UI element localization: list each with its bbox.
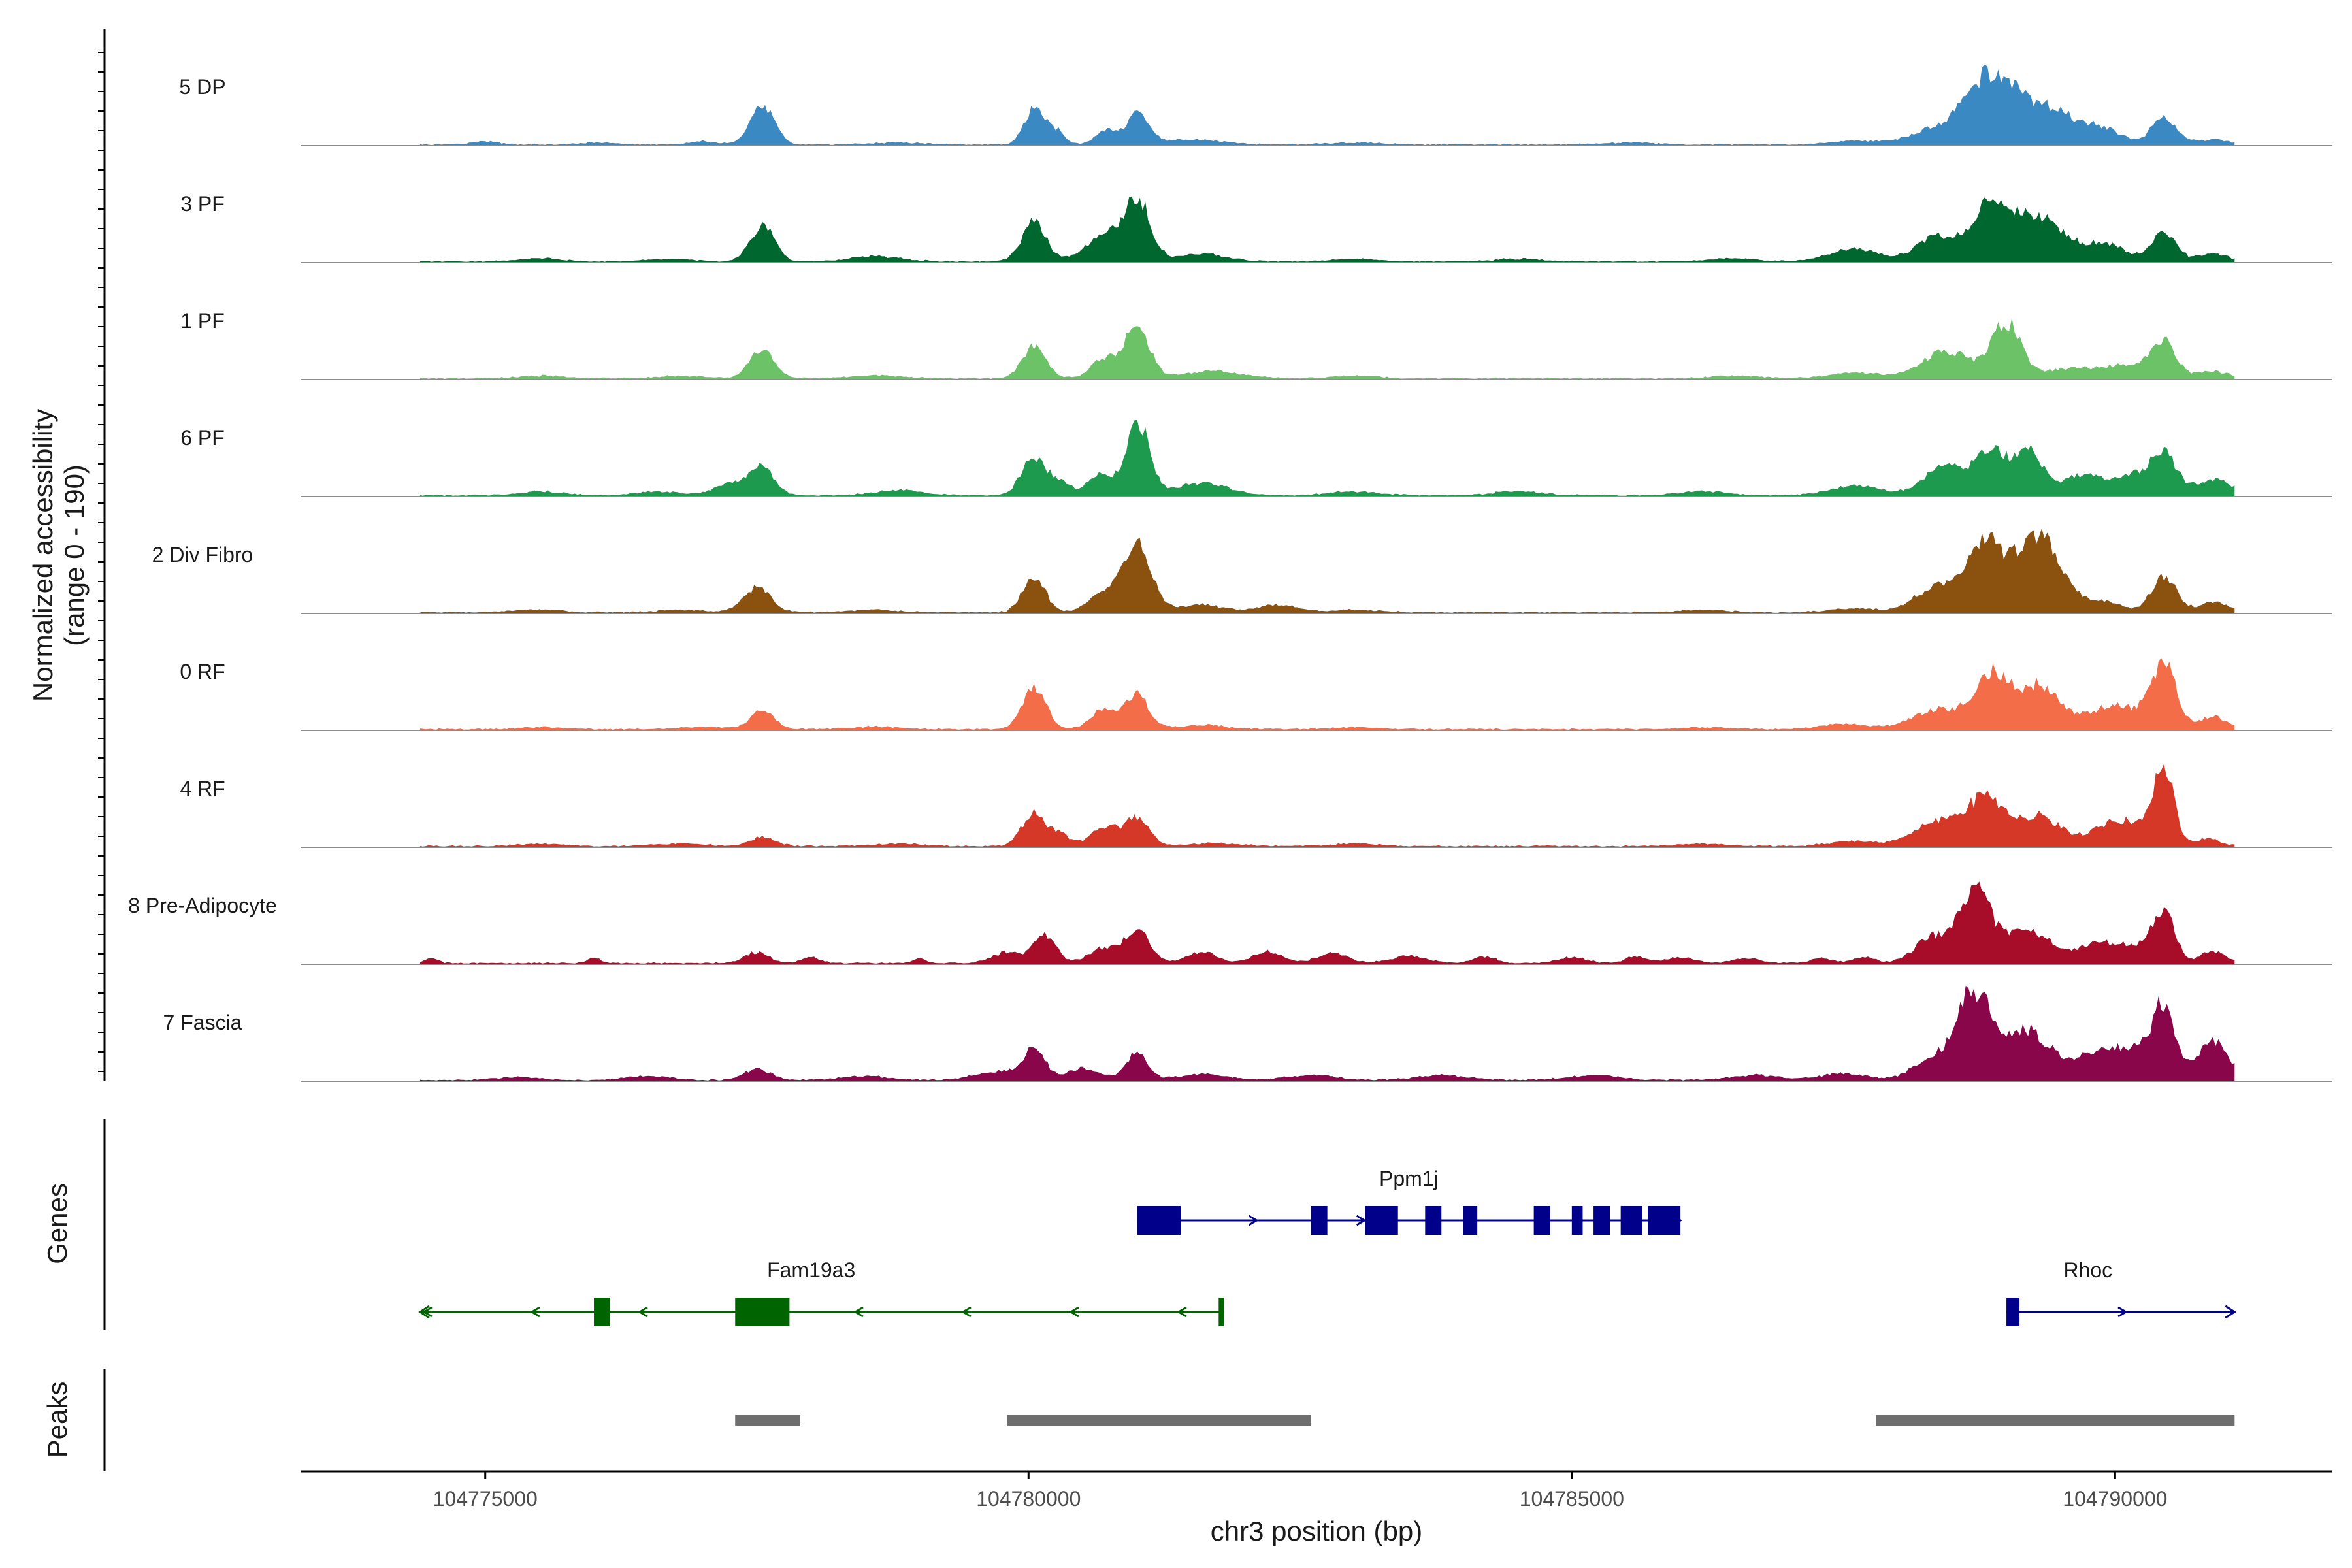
- strand-arrow: [421, 1306, 433, 1318]
- gene-exon: [735, 1298, 790, 1326]
- track-label: 5 DP: [179, 75, 225, 99]
- track-label: 6 PF: [180, 426, 225, 449]
- track-label: 8 Pre-Adipocyte: [128, 894, 277, 917]
- track-area-6: [419, 658, 2235, 730]
- gene-label: Fam19a3: [767, 1258, 855, 1282]
- gene-annotations: Ppm1j Fam19a3 Rhoc: [418, 1167, 2237, 1326]
- gene-label: Ppm1j: [1379, 1167, 1439, 1190]
- peak-region-bar: [1007, 1415, 1311, 1426]
- y-axis-title-line2: (range 0 - 190): [59, 465, 90, 646]
- strand-arrow: [853, 1306, 864, 1318]
- coverage-tracks: 5 DP 3 PF 1 PF 6 PF 2 Div Fibro 0 RF 4 RF 8 Pre…: [128, 64, 2332, 1082]
- gene-label: Rhoc: [2063, 1258, 2112, 1282]
- y-axis-title-line1: Normalized accessibility: [27, 409, 58, 702]
- peak-region-bar: [1876, 1415, 2235, 1426]
- track-label: 7 Fascia: [163, 1011, 242, 1034]
- peak-regions: [735, 1415, 2235, 1426]
- gene-exon: [1311, 1206, 1328, 1235]
- track-label: 3 PF: [180, 192, 225, 216]
- x-axis-ticks: 104775000 104780000 104785000 104790000: [433, 1471, 2167, 1511]
- track-area-8: [419, 881, 2235, 964]
- x-tick-label: 104780000: [976, 1487, 1081, 1511]
- gene-exon: [1463, 1206, 1478, 1235]
- gene-exon: [1648, 1206, 1681, 1235]
- gene-exon: [1425, 1206, 1442, 1235]
- strand-arrow: [960, 1306, 972, 1318]
- track-area-4: [419, 420, 2235, 497]
- track-label: 2 Div Fibro: [152, 543, 253, 566]
- gene-exon: [2006, 1298, 2020, 1326]
- peak-region-bar: [735, 1415, 801, 1426]
- strand-arrow: [2117, 1306, 2129, 1318]
- peaks-panel-title: Peaks: [42, 1382, 73, 1458]
- genes-panel-title: Genes: [42, 1183, 73, 1264]
- gene-exon: [1365, 1206, 1398, 1235]
- tracks-y-axis-ticks: [98, 52, 105, 1072]
- gene-exon: [1593, 1206, 1610, 1235]
- x-tick-label: 104785000: [1520, 1487, 1624, 1511]
- gene-exon: [594, 1298, 610, 1326]
- track-area-1: [419, 64, 2235, 146]
- track-area-7: [419, 764, 2235, 847]
- track-area-3: [419, 318, 2235, 380]
- gene-exon: [1533, 1206, 1550, 1235]
- strand-arrow: [1176, 1306, 1187, 1318]
- gene-exon: [1620, 1206, 1642, 1235]
- gene-exon: [1137, 1206, 1181, 1235]
- strand-arrow: [1068, 1306, 1079, 1318]
- x-tick-label: 104775000: [433, 1487, 538, 1511]
- track-label: 0 RF: [180, 660, 225, 683]
- strand-arrow: [1356, 1215, 1367, 1226]
- gene-exon: [1218, 1298, 1224, 1326]
- x-tick-label: 104790000: [2063, 1487, 2167, 1511]
- strand-arrow: [2225, 1305, 2237, 1319]
- track-area-2: [419, 196, 2235, 263]
- x-axis-title: chr3 position (bp): [1211, 1516, 1423, 1546]
- track-area-9: [419, 985, 2235, 1081]
- strand-arrow: [637, 1306, 648, 1318]
- gene-exon: [1571, 1206, 1583, 1235]
- track-label: 1 PF: [180, 309, 225, 333]
- track-label: 4 RF: [180, 777, 225, 800]
- track-area-5: [419, 528, 2235, 613]
- strand-arrow: [1248, 1215, 1259, 1226]
- strand-arrow: [418, 1305, 430, 1319]
- strand-arrow: [529, 1306, 540, 1318]
